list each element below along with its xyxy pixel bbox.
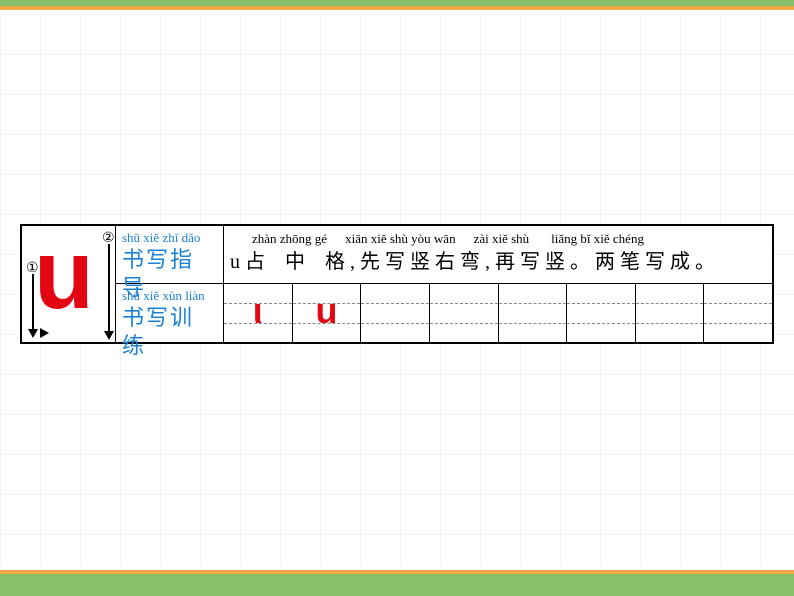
guide-pinyin-seg: zhàn zhōng gé [252, 231, 327, 248]
stroke1-arrow-down [28, 329, 38, 338]
practice-glyph: u [315, 290, 337, 332]
practice-cell [703, 284, 772, 342]
top-bar-orange [0, 6, 794, 10]
practice-cell: u [292, 284, 361, 342]
bottom-bars [0, 570, 794, 596]
practice-cells: ιu [224, 284, 772, 342]
practice-glyph: ι [253, 290, 263, 332]
stroke1-arrow-right [40, 328, 49, 338]
main-letter: u [34, 216, 94, 334]
guide-label-cell: shū xiě zhǐ dǎo 书写指导 [116, 226, 224, 283]
guide-label-pinyin: shū xiě zhǐ dǎo [122, 230, 217, 246]
bottom-bar-green [0, 574, 794, 596]
practice-cell [498, 284, 567, 342]
right-area: shū xiě zhǐ dǎo 书写指导 zhàn zhōng gé xiān x… [116, 226, 772, 342]
writing-sheet: u ① ② shū xiě zhǐ dǎo 书写指导 zhàn zhōng gé… [20, 224, 774, 344]
practice-cell [429, 284, 498, 342]
stroke2-line [108, 244, 110, 332]
top-bars [0, 0, 794, 10]
practice-cell [360, 284, 429, 342]
practice-cell: ι [224, 284, 292, 342]
practice-row: shū xiě xùn liàn 书写训练 ιu [116, 284, 772, 342]
practice-cell [635, 284, 704, 342]
practice-cell [566, 284, 635, 342]
stroke2-arrow [104, 331, 114, 340]
guide-pinyin-seg: zài xiě shù [474, 231, 530, 248]
guide-pinyin: zhàn zhōng gé xiān xiě shù yòu wān zài xiě… [230, 231, 766, 248]
guide-pinyin-seg: liǎng bǐ xiě chéng [551, 231, 644, 248]
guide-cn: u 占 中 格 , 先 写 竖 右 弯 , 再 写 竖 。 两 笔 写 成 。 [230, 248, 766, 276]
practice-label-cn: 书写训练 [122, 304, 217, 361]
character-cell: u ① ② [22, 226, 116, 342]
practice-label-cell: shū xiě xùn liàn 书写训练 [116, 284, 224, 342]
guide-text: zhàn zhōng gé xiān xiě shù yòu wān zài xiě… [224, 226, 772, 283]
guide-row: shū xiě zhǐ dǎo 书写指导 zhàn zhōng gé xiān x… [116, 226, 772, 284]
guide-pinyin-seg: xiān xiě shù yòu wān [345, 231, 455, 248]
practice-label-pinyin: shū xiě xùn liàn [122, 288, 217, 304]
stroke1-line [32, 274, 34, 330]
